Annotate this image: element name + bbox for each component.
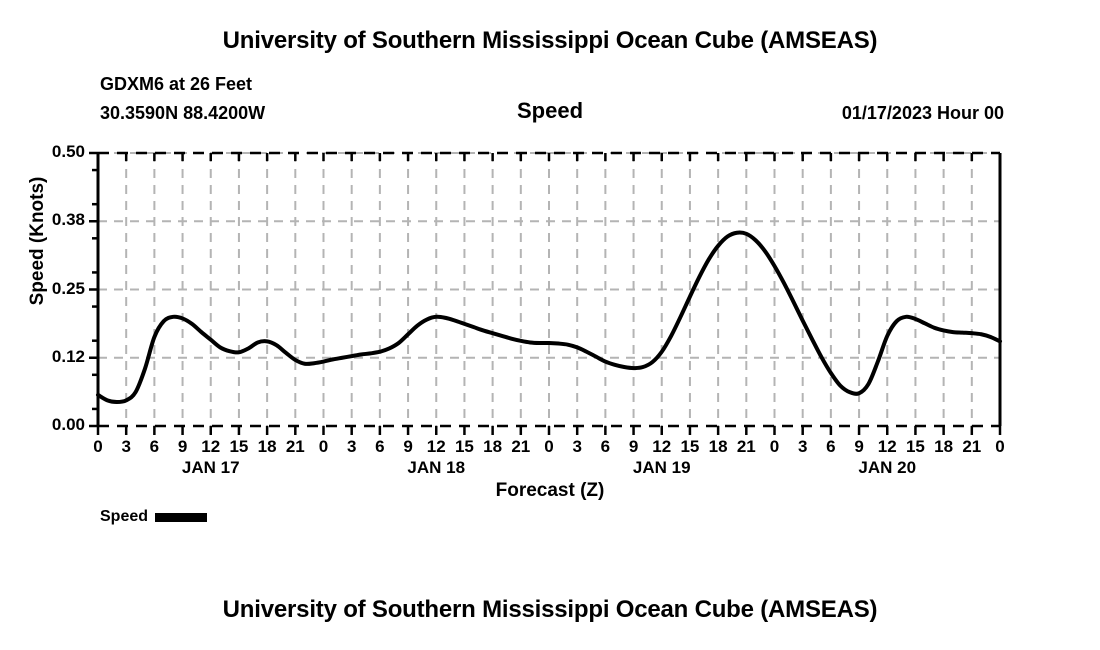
x-tick-label: 3 <box>797 437 808 456</box>
page-title-bottom: University of Southern Mississippi Ocean… <box>222 596 878 623</box>
x-tick-label: 0 <box>318 437 329 456</box>
x-tick-label: 9 <box>628 437 639 456</box>
x-tick-label: 15 <box>229 437 249 456</box>
legend-label-speed: Speed <box>100 508 149 525</box>
legend-line-swatch <box>155 512 208 522</box>
x-tick-label: 6 <box>826 437 836 456</box>
x-day-label: JAN 17 <box>181 458 240 477</box>
speed-series-line <box>96 230 1002 404</box>
x-tick-label: 0 <box>544 437 554 456</box>
x-tick-label: 12 <box>877 437 897 456</box>
x-day-label: JAN 18 <box>407 458 466 477</box>
x-tick-label: 18 <box>934 437 954 456</box>
x-tick-label: 9 <box>177 437 188 456</box>
x-tick-label: 18 <box>257 437 277 456</box>
x-tick-label: 15 <box>905 437 925 456</box>
x-day-label: JAN 19 <box>632 458 691 477</box>
station-id-label: GDXM6 at 26 Feet <box>100 74 253 94</box>
page-title-top: University of Southern Mississippi Ocean… <box>222 27 878 54</box>
x-tick-label: 0 <box>769 437 780 456</box>
x-tick-label: 12 <box>201 437 221 456</box>
x-tick-label: 9 <box>403 437 413 456</box>
x-axis-title: Forecast (Z) <box>495 480 605 501</box>
x-tick-label: 3 <box>121 437 131 456</box>
x-tick-label: 18 <box>483 437 503 456</box>
x-tick-label: 21 <box>962 437 982 456</box>
y-tick-label: 0.25 <box>51 278 85 298</box>
x-tick-label: 0 <box>93 437 103 456</box>
x-tick-label: 3 <box>572 437 582 456</box>
station-coordinates-label: 30.3590N 88.4200W <box>100 103 266 123</box>
x-day-label: JAN 20 <box>858 458 917 477</box>
x-tick-label: 0 <box>995 437 1005 456</box>
x-tick-label: 18 <box>708 437 728 456</box>
x-tick-label: 12 <box>426 437 446 456</box>
x-tick-label: 9 <box>854 437 864 456</box>
parameter-title: Speed <box>516 98 584 123</box>
y-tick-label: 0.12 <box>51 346 85 366</box>
x-tick-label: 12 <box>652 437 672 456</box>
y-axis-title: Speed (Knots) <box>27 176 48 306</box>
x-tick-label: 15 <box>454 437 474 456</box>
y-tick-label: 0.50 <box>51 142 85 161</box>
x-tick-label: 21 <box>511 437 531 456</box>
chart-legend: Speed <box>100 508 208 526</box>
x-tick-label: 21 <box>736 437 756 456</box>
x-tick-label: 6 <box>149 437 160 456</box>
x-tick-label: 15 <box>680 437 700 456</box>
model-run-timestamp: 01/17/2023 Hour 00 <box>841 103 1004 123</box>
y-tick-label: 0.00 <box>51 415 85 434</box>
y-tick-label: 0.38 <box>51 210 85 230</box>
x-tick-label: 6 <box>375 437 385 456</box>
x-tick-label: 6 <box>600 437 611 456</box>
x-tick-label: 21 <box>285 437 305 456</box>
x-tick-label: 3 <box>346 437 357 456</box>
